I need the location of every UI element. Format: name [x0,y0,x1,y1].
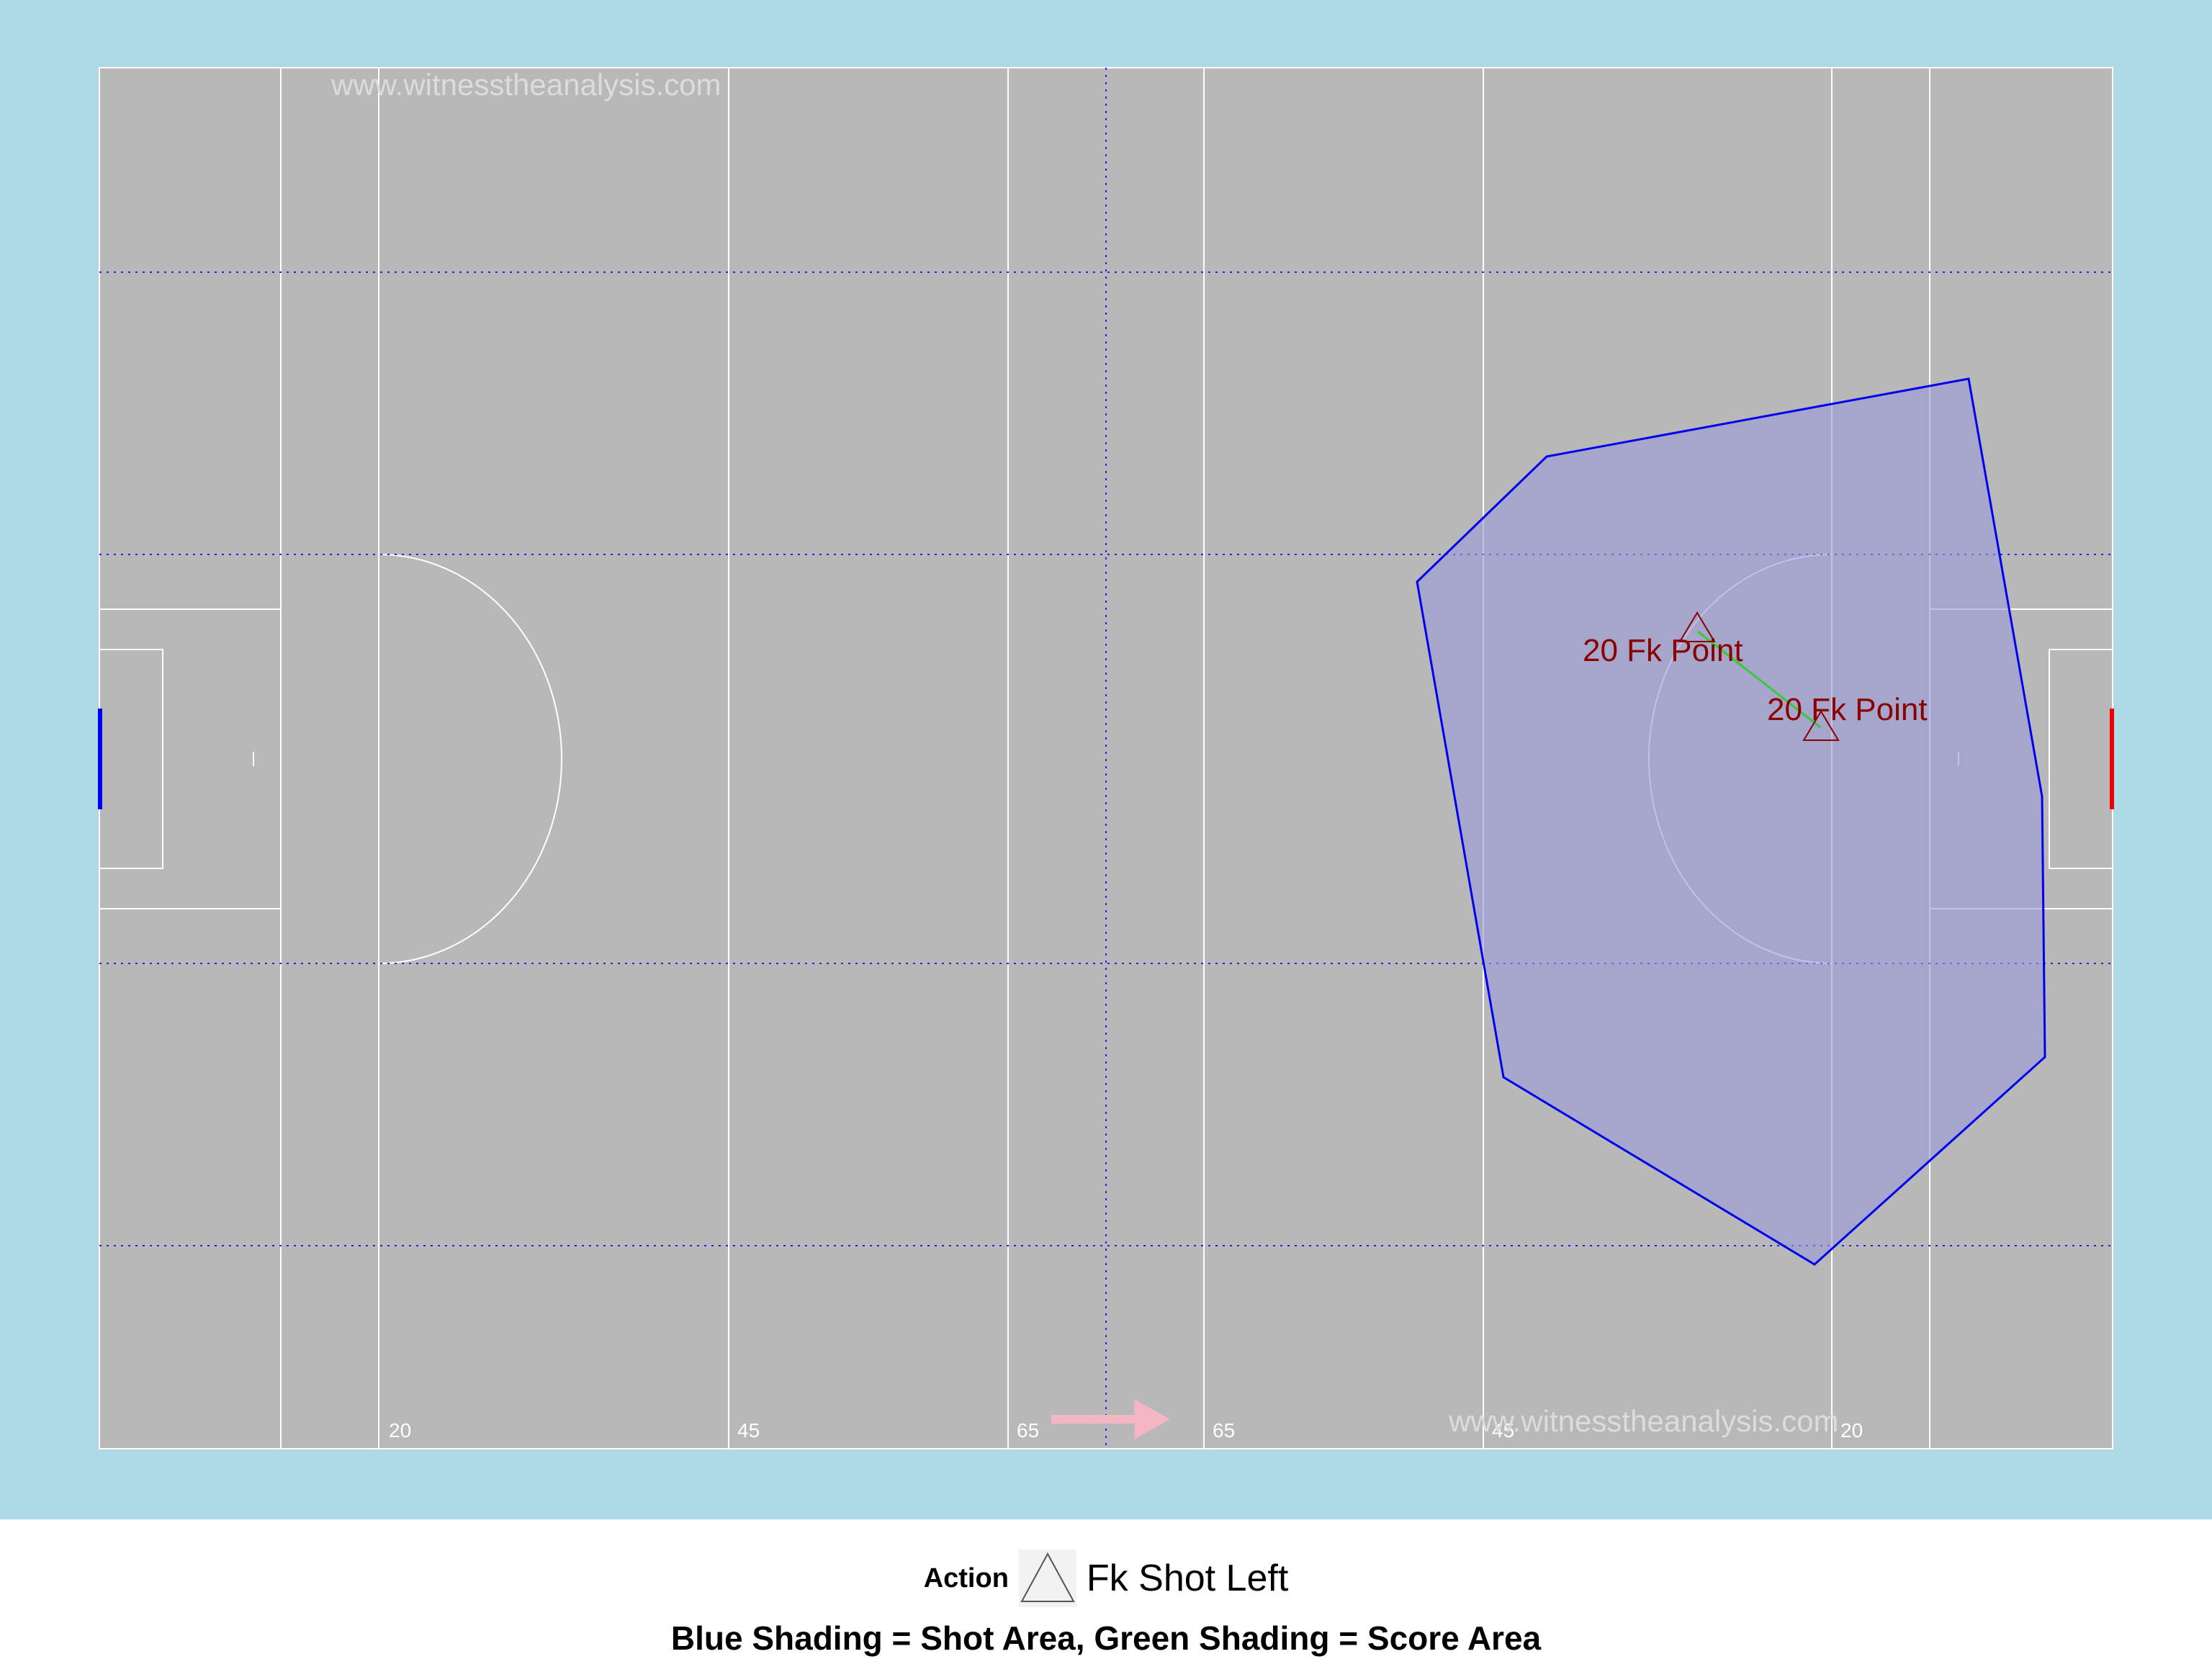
small-rect-left [99,649,163,869]
fk-point-label: 20 Fk Point [1767,692,1928,727]
fk-point-label: 20 Fk Point [1583,633,1743,668]
legend-entry: Fk Shot Left [1086,1557,1289,1599]
distance-label: 45 [737,1419,760,1442]
fk-point-marker [1678,611,1716,642]
distance-label: 20 [389,1419,411,1442]
fk-connector-line [1697,630,1821,729]
small-rect-right [2049,649,2113,869]
distance-label: 65 [1213,1419,1235,1442]
distance-labels: 20 45 65 65 45 20 [389,1419,1863,1442]
direction-arrow-icon [1051,1399,1171,1439]
legend-title: Action [923,1563,1009,1593]
arc-left [378,554,562,964]
distance-label: 20 [1840,1419,1863,1442]
watermark-bottom: www.witnesstheanalysis.com [1448,1404,1839,1438]
fk-point-marker [1802,710,1840,741]
pitch-canvas: 20 Fk Point 20 Fk Point 20 45 65 65 45 2… [0,0,2212,1519]
large-rect-left [99,608,282,909]
watermark-top: www.witnesstheanalysis.com [331,68,721,102]
caption: Blue Shading = Shot Area, Green Shading … [670,1619,1542,1657]
shot-area-polygon [1416,377,2046,1266]
distance-label: 65 [1017,1419,1039,1442]
legend: Action Fk Shot Left [0,1542,2212,1614]
distance-label: 45 [1492,1419,1514,1442]
triangle-icon [1018,1550,1076,1607]
